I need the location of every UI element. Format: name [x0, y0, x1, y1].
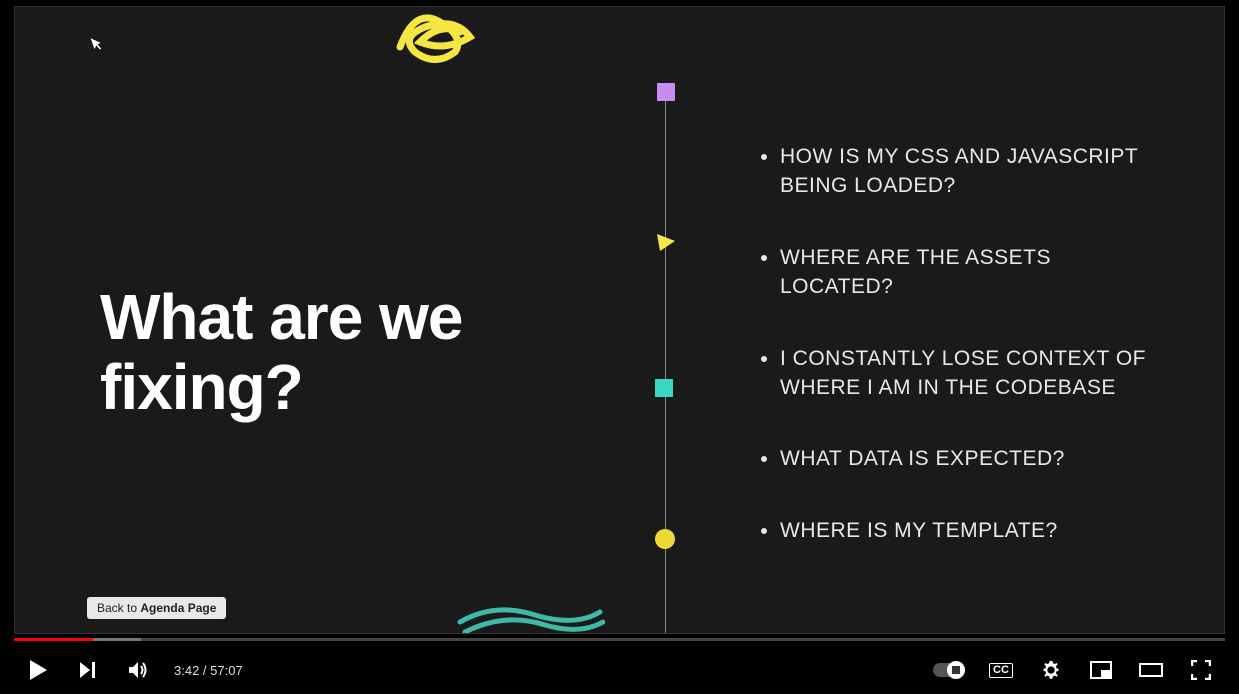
settings-button[interactable] — [1037, 656, 1065, 684]
current-time: 3:42 — [174, 663, 199, 678]
progress-played — [14, 638, 93, 641]
progress-loaded — [93, 638, 141, 641]
timeline-marker-square-teal — [655, 379, 673, 397]
heading-line-1: What are we — [100, 282, 462, 352]
back-button-bold: Agenda Page — [140, 601, 216, 615]
fullscreen-button[interactable] — [1187, 656, 1215, 684]
mouse-cursor-icon — [90, 34, 108, 56]
back-button-prefix: Back to — [97, 601, 140, 615]
timeline-marker-circle-yellow — [655, 529, 675, 549]
fullscreen-icon — [1191, 660, 1211, 680]
next-icon — [78, 660, 98, 680]
slide-heading: What are we fixing? — [100, 282, 462, 423]
controls-left: 3:42 / 57:07 — [24, 656, 243, 684]
autoplay-knob-icon — [947, 661, 965, 679]
time-separator: / — [199, 663, 210, 678]
scribble-decoration-bottom — [455, 597, 605, 634]
bullet-item: I CONSTANTLY LOSE CONTEXT OF WHERE I AM … — [780, 344, 1160, 403]
progress-bar[interactable] — [14, 638, 1225, 641]
autoplay-toggle[interactable] — [933, 663, 965, 677]
next-button[interactable] — [74, 656, 102, 684]
timeline-marker-triangle-yellow — [655, 231, 677, 258]
volume-icon — [126, 658, 150, 682]
bullet-item: WHERE IS MY TEMPLATE? — [780, 516, 1160, 545]
timeline-marker-square-purple — [657, 83, 675, 101]
theater-icon — [1139, 661, 1163, 679]
bullet-list: HOW IS MY CSS AND JAVASCRIPT BEING LOADE… — [760, 142, 1160, 587]
scribble-decoration-top — [385, 6, 505, 82]
volume-button[interactable] — [124, 656, 152, 684]
gear-icon — [1040, 659, 1062, 681]
miniplayer-button[interactable] — [1087, 656, 1115, 684]
bullet-item: WHAT DATA IS EXPECTED? — [780, 444, 1160, 473]
bullet-item: HOW IS MY CSS AND JAVASCRIPT BEING LOADE… — [780, 142, 1160, 201]
heading-line-2: fixing? — [100, 352, 462, 422]
video-slide-area[interactable]: What are we fixing? HOW IS MY CSS AND JA… — [14, 6, 1225, 634]
timeline-line — [665, 87, 666, 634]
captions-button[interactable]: CC — [987, 656, 1015, 684]
player-controls: 3:42 / 57:07 CC — [14, 646, 1225, 694]
back-to-agenda-button[interactable]: Back to Agenda Page — [87, 597, 226, 619]
play-icon — [27, 658, 49, 682]
total-time: 57:07 — [210, 663, 243, 678]
play-button[interactable] — [24, 656, 52, 684]
bullet-item: WHERE ARE THE ASSETS LOCATED? — [780, 243, 1160, 302]
theater-mode-button[interactable] — [1137, 656, 1165, 684]
controls-right: CC — [933, 656, 1215, 684]
captions-icon: CC — [989, 663, 1013, 678]
time-display: 3:42 / 57:07 — [174, 663, 243, 678]
miniplayer-icon — [1090, 661, 1112, 679]
